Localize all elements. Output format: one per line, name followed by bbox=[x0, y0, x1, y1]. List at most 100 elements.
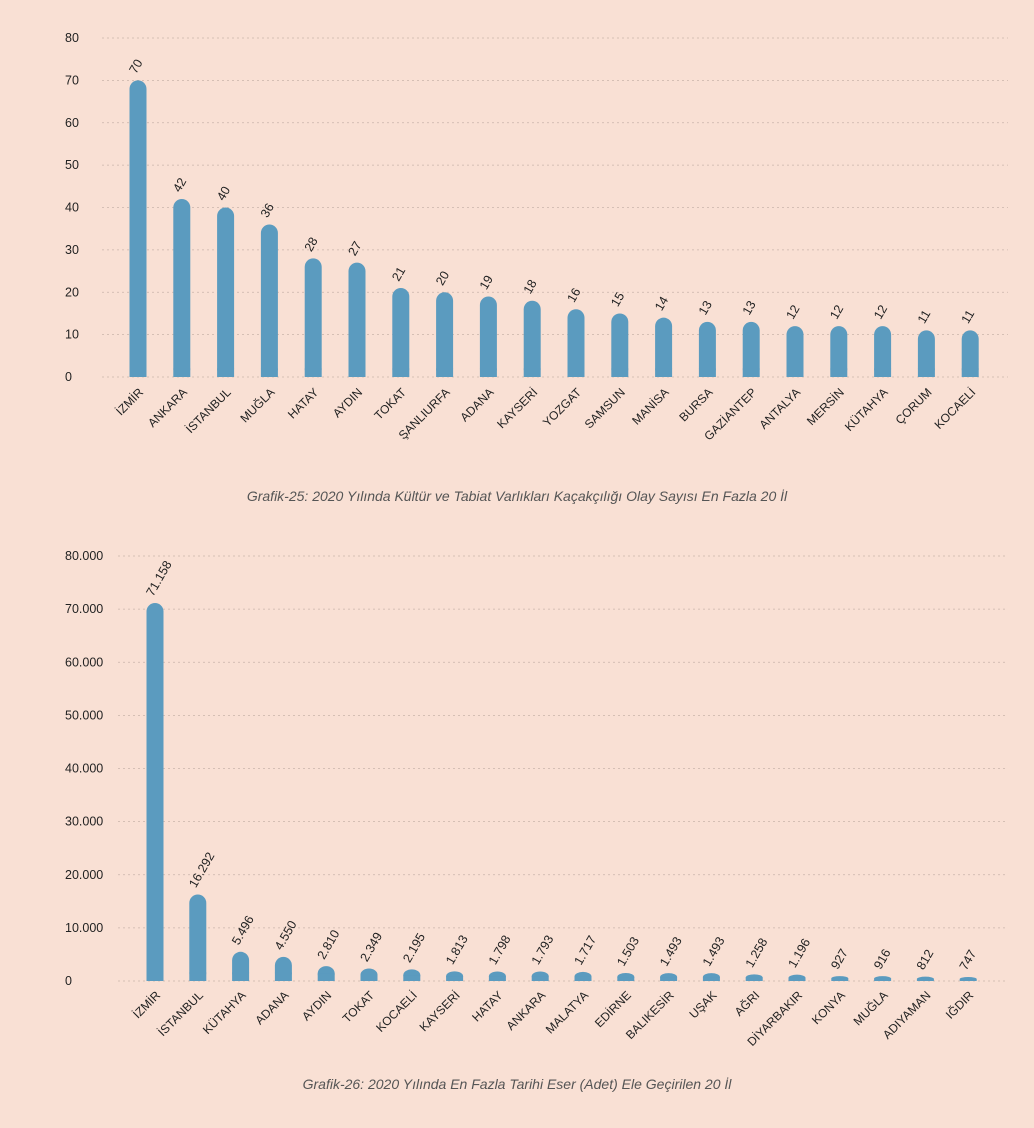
chart-26-value-label: 812 bbox=[914, 947, 937, 972]
chart-25-ytick-label: 10 bbox=[65, 328, 79, 342]
chart-25-category-label: MERSİN bbox=[804, 385, 847, 428]
chart-25-ytick-label: 70 bbox=[65, 73, 79, 87]
chart-25-bar-base bbox=[742, 368, 760, 377]
chart-25-bar-base bbox=[698, 368, 716, 377]
chart-25-bar-base bbox=[917, 368, 935, 377]
chart-25-category-label: TOKAT bbox=[372, 385, 410, 423]
chart-25: 0 10 20 30 40 50 60 70 80 70 İZMİR 42 ANKARA 40 İSTANB… bbox=[0, 0, 1034, 530]
chart-25-bar bbox=[523, 300, 541, 377]
chart-26-ytick-label: 70.000 bbox=[65, 602, 103, 616]
chart-25-bar bbox=[479, 296, 497, 377]
chart-25-category-label: KOCAELİ bbox=[932, 385, 979, 432]
chart-26-bar-base bbox=[617, 977, 635, 981]
chart-26-bar-base bbox=[959, 979, 977, 981]
chart-26-category-label: AĞRI bbox=[731, 988, 762, 1019]
chart-25-bar-base bbox=[655, 368, 673, 377]
chart-25-ytick-label: 60 bbox=[65, 116, 79, 130]
chart-26-category-label: KOCAELİ bbox=[373, 988, 420, 1035]
chart-25-category-label: ÇORUM bbox=[893, 385, 935, 427]
chart-25-ytick-label: 40 bbox=[65, 201, 79, 215]
chart-26-value-label: 5.496 bbox=[229, 913, 257, 947]
chart-26-category-label: MUĞLA bbox=[850, 988, 891, 1029]
chart-25-value-label: 12 bbox=[871, 303, 890, 322]
chart-25-bar bbox=[961, 330, 979, 377]
chart-25-ytick-label: 30 bbox=[65, 243, 79, 257]
chart-26: 0 10.000 20.000 30.000 40.000 50.000 60.000 70.… bbox=[0, 530, 1034, 1128]
chart-26-category-label: HATAY bbox=[469, 988, 505, 1024]
chart-25-value-label: 11 bbox=[959, 308, 978, 326]
chart-25-bar bbox=[173, 199, 191, 377]
chart-26-bar-base bbox=[531, 976, 549, 981]
chart-26-category-label: KÜTAHYA bbox=[200, 988, 249, 1037]
chart-26-category-label: UŞAK bbox=[687, 988, 720, 1021]
chart-25-bar-base bbox=[479, 368, 497, 377]
chart-26-plot: 0 10.000 20.000 30.000 40.000 50.000 60.000 70.… bbox=[65, 549, 1008, 1049]
chart-26-value-label: 916 bbox=[871, 947, 894, 972]
chart-25-bar bbox=[567, 309, 585, 377]
chart-26-value-label: 1.813 bbox=[443, 933, 471, 967]
chart-25-bar-base bbox=[567, 368, 585, 377]
chart-26-value-label: 1.493 bbox=[657, 934, 685, 968]
chart-25-category-label: YOZGAT bbox=[540, 385, 585, 430]
chart-25-bar-base bbox=[260, 368, 278, 377]
chart-26-category-label: ADANA bbox=[252, 988, 291, 1027]
chart-25-bar-base bbox=[173, 368, 191, 377]
chart-26-bar-base bbox=[702, 977, 720, 981]
chart-26-category-label: KAYSERİ bbox=[417, 988, 463, 1034]
chart-25-value-label: 14 bbox=[652, 294, 671, 313]
chart-25-plot: 0 10 20 30 40 50 60 70 80 70 İZMİR 42 ANKARA 40 İSTANB… bbox=[65, 31, 1008, 443]
chart-25-bar-base bbox=[523, 368, 541, 377]
chart-25-bar-base bbox=[348, 368, 366, 377]
chart-25-ytick-label: 50 bbox=[65, 158, 79, 172]
chart-25-bar-base bbox=[392, 368, 410, 377]
chart-25-category-label: ANKARA bbox=[145, 385, 190, 430]
chart-25-value-label: 21 bbox=[389, 264, 408, 283]
chart-25-value-label: 40 bbox=[214, 184, 233, 203]
chart-26-bar-base bbox=[274, 972, 292, 981]
chart-25-value-label: 28 bbox=[302, 235, 321, 254]
chart-26-value-label: 1.798 bbox=[486, 933, 514, 967]
chart-25-bar-base bbox=[961, 368, 979, 377]
chart-26-bar-base bbox=[488, 976, 506, 981]
chart-25-bar-base bbox=[830, 368, 848, 377]
chart-25-bar-base bbox=[217, 368, 235, 377]
chart-25-bar bbox=[304, 258, 322, 377]
chart-25-value-label: 11 bbox=[915, 308, 934, 326]
chart-25-bar bbox=[436, 292, 454, 377]
chart-25-value-label: 20 bbox=[433, 269, 452, 288]
chart-26-value-label: 1.503 bbox=[614, 934, 642, 968]
chart-25-value-label: 12 bbox=[783, 303, 802, 322]
chart-26-caption: Grafik-26: 2020 Yılında En Fazla Tarihi … bbox=[302, 1076, 732, 1092]
chart-25-category-label: ADANA bbox=[457, 385, 496, 424]
chart-26-ytick-label: 30.000 bbox=[65, 815, 103, 829]
chart-26-ytick-label: 80.000 bbox=[65, 549, 103, 563]
chart-25-ytick-label: 80 bbox=[65, 31, 79, 45]
chart-26-category-label: AYDIN bbox=[299, 988, 334, 1023]
chart-25-category-label: MUĞLA bbox=[237, 385, 278, 426]
chart-26-ytick-label: 0 bbox=[65, 974, 72, 988]
chart-26-value-label: 4.550 bbox=[272, 918, 300, 952]
chart-26-value-label: 747 bbox=[957, 947, 980, 972]
chart-26-value-label: 2.349 bbox=[357, 930, 385, 964]
chart-26-bar-base bbox=[831, 978, 849, 981]
chart-25-bar bbox=[392, 288, 410, 377]
chart-25-ytick-label: 0 bbox=[65, 370, 72, 384]
chart-26-bar-base bbox=[916, 978, 934, 981]
chart-26-value-label: 927 bbox=[828, 946, 851, 971]
chart-25-category-label: KAYSERİ bbox=[494, 385, 540, 431]
chart-26-category-label: MALATYA bbox=[543, 988, 591, 1036]
chart-25-bar bbox=[742, 321, 760, 377]
chart-25-bar bbox=[698, 321, 716, 377]
chart-25-category-label: AYDIN bbox=[330, 385, 365, 420]
chart-25-bar bbox=[786, 326, 804, 377]
chart-25-value-label: 13 bbox=[740, 298, 759, 317]
chart-26-category-label: İZMİR bbox=[130, 988, 163, 1021]
chart-25-value-label: 36 bbox=[258, 201, 277, 220]
chart-26-value-label: 1.196 bbox=[785, 936, 813, 970]
chart-25-category-label: BURSA bbox=[676, 385, 715, 424]
chart-25-value-label: 15 bbox=[608, 290, 627, 309]
chart-25-category-label: ANTALYA bbox=[756, 385, 803, 432]
chart-25-bar-base bbox=[304, 368, 322, 377]
chart-25-value-label: 19 bbox=[477, 273, 496, 292]
chart-26-ytick-label: 60.000 bbox=[65, 655, 103, 669]
